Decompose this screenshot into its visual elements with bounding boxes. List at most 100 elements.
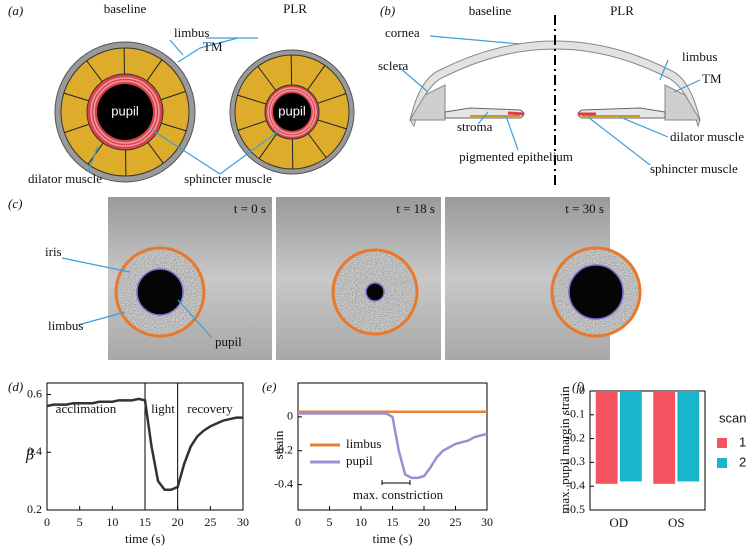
legend-swatch [717,438,727,448]
time-label: t = 30 s [565,201,604,216]
y-tick-label: 0 [579,383,585,397]
x-tick-label: 20 [172,515,184,529]
limbus-outline [550,246,642,338]
spoke [237,120,267,131]
sphincter-stripe [93,80,157,144]
y-tick-label: -0.4 [274,476,293,490]
label: limbus [682,49,717,64]
label: sphincter muscle [184,171,272,186]
x-tick-label: 10 [106,515,118,529]
pupil [273,93,311,131]
panel-label: (f) [572,379,584,394]
panel-b: (b) baseline PLR cornea sclera limbus TM… [378,3,744,188]
label: iris [45,244,62,259]
y-tick-label: -0.1 [566,407,585,421]
y-tick-label: -0.2 [274,442,293,456]
spoke [258,133,277,159]
spoke [146,59,163,82]
y-axis-label: max. pupil margin strain [557,386,572,514]
bar [653,391,676,484]
sphincter-stripe [90,77,160,147]
label: stroma [457,119,493,134]
bar [619,391,642,482]
time-label: t = 18 s [396,201,435,216]
panel-a: (a) baseline PLR limbus TM pupil pupil d… [8,1,355,186]
label: TM [203,39,223,54]
leader-lines [399,35,701,166]
plot-frame [589,390,706,511]
data-line [298,412,488,480]
annotation: light [151,401,175,416]
y-tick-label: -0.4 [566,478,585,492]
y-tick-label: -0.2 [566,430,585,444]
x-tick-label: 10 [355,515,367,529]
panel-label: (a) [8,3,23,18]
spoke [86,60,103,82]
label: baseline [469,3,512,18]
label: pupil [215,334,242,349]
y-tick-label: 0.6 [27,386,42,400]
y-tick-label: -0.3 [566,454,585,468]
x-tick-label: 0 [295,515,301,529]
legend-title: scan [719,410,746,425]
label: pupil [278,103,306,118]
limbus-outline [114,246,206,338]
dilator-spokes [237,54,347,170]
pupil-outline [365,282,385,302]
spoke [160,90,186,101]
label: sclera [378,58,409,73]
x-tick-label: 0 [44,515,50,529]
y-tick-label: 0 [287,409,293,423]
legend-label: 2 [739,454,746,469]
legend-label: 1 [739,434,746,449]
pupil [97,84,153,140]
x-tick-label: 20 [418,515,430,529]
y-tick-label: -0.5 [566,502,585,516]
spoke [161,122,187,132]
legend-swatch [717,458,727,468]
x-tick-label: 30 [481,515,493,529]
annotation: max. constriction [353,487,444,502]
panel-label: (b) [380,3,395,18]
panel-c: (c) t = 0 s t = 18 s t = 30 s iris limbu… [8,196,642,360]
leader-lines [61,257,213,339]
time-label: t = 0 s [234,201,266,216]
spoke [64,123,90,134]
y-axis-label: β [25,447,34,464]
annotation: acclimation [56,401,117,416]
panel-label: (c) [8,196,22,211]
label: cornea [385,25,420,40]
label: pupil [111,103,139,118]
spoke [147,142,164,164]
pupil-outline [136,268,184,316]
label: limbus [48,318,83,333]
x-tick-label: 30 [237,515,249,529]
label: dilator muscle [28,171,102,186]
sphincter-left [507,111,525,116]
pupil-outline [568,264,624,320]
y-tick-label: 0.4 [27,444,42,458]
annotation: recovery [187,401,233,416]
x-tick-label: 5 [77,515,83,529]
label: pigmented epithelium [459,149,573,164]
legend-label: pupil [346,453,373,468]
x-tick-label: 15 [139,515,151,529]
bracket [381,480,411,485]
label: limbus [174,25,209,40]
label: dilator muscle [670,129,744,144]
leader-lines [87,37,281,175]
bar [595,391,618,484]
panel-label: (e) [262,379,276,394]
y-axis-label: strain [271,430,286,459]
limbus-outline [331,248,419,336]
spoke [317,93,347,104]
x-tick-label: 15 [387,515,399,529]
dilator-spokes [63,47,187,177]
spoke [257,66,277,91]
bar [677,391,700,482]
spoke [317,119,347,130]
data-line [46,397,243,492]
x-axis-label: time (s) [372,531,412,546]
